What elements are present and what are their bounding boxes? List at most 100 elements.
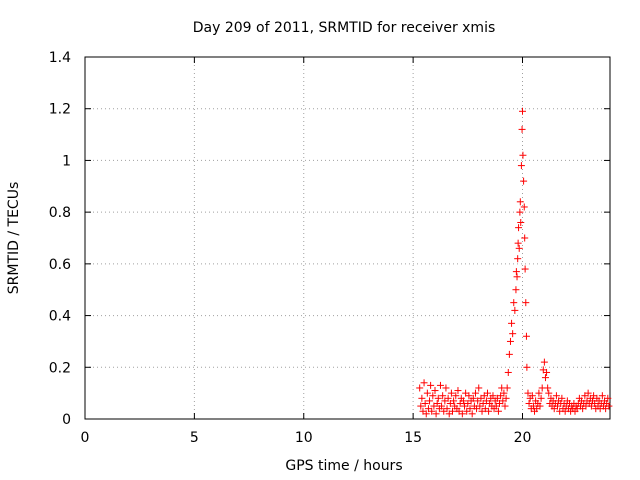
data-point [421,399,429,407]
data-point [444,394,452,402]
data-point [519,151,527,159]
data-point [512,286,520,294]
data-point [426,397,434,405]
data-point [520,177,528,185]
y-tick-label: 1 [62,153,71,169]
data-point [540,358,548,366]
y-tick-label: 1.2 [49,102,71,118]
data-point [516,208,524,216]
data-point [536,402,544,410]
data-point [528,392,536,400]
data-point [438,402,446,410]
data-point [458,410,466,418]
x-tick-label: 15 [404,430,422,446]
y-tick-label: 0.2 [49,360,71,376]
data-point [545,389,553,397]
data-point [454,387,462,395]
data-point [475,384,483,392]
data-point [516,198,524,206]
data-point [428,407,436,415]
data-point [452,392,460,400]
data-point [502,394,510,402]
data-point [418,394,426,402]
data-point [505,350,513,358]
x-tick-label: 0 [81,430,90,446]
data-point [537,394,545,402]
data-point [431,387,439,395]
x-tick-label: 5 [190,430,199,446]
data-point [429,392,437,400]
data-point [514,255,522,263]
data-point [469,394,477,402]
data-point [515,224,523,232]
data-point [420,379,428,387]
data-point [525,399,533,407]
data-point [422,410,430,418]
y-tick-label: 0.4 [49,309,71,325]
point-layer [416,107,613,418]
data-point [417,402,425,410]
data-point [558,394,566,402]
data-point [552,392,560,400]
data-point [471,389,479,397]
data-point [442,384,450,392]
data-point [501,402,509,410]
y-tick-label: 0 [62,412,71,428]
data-point [509,330,517,338]
plot-frame [84,56,611,420]
data-point [503,384,511,392]
data-point [416,384,424,392]
data-point [427,381,435,389]
tick-layer: 0 5 10 15 20 0 0.2 0.4 0.6 0.8 1 1.2 1.4 [49,50,610,446]
data-point [433,399,441,407]
data-point [517,218,525,226]
data-point [494,407,502,415]
data-point [432,410,440,418]
data-point [449,407,456,415]
data-point [522,332,530,340]
data-point [544,384,552,392]
data-point [514,239,522,247]
data-point [434,394,442,402]
data-point [436,381,444,389]
data-point [439,392,447,400]
data-point [508,319,516,327]
data-point [521,265,529,273]
y-tick-label: 0.6 [49,257,71,273]
data-point [447,389,455,397]
data-point [489,392,497,400]
data-point [506,337,514,345]
data-point [517,162,525,170]
data-point [511,306,519,314]
data-point [484,389,491,397]
grid-layer [85,57,610,419]
data-point [518,125,526,133]
data-point [468,410,476,418]
data-point [485,407,493,415]
x-tick-label: 20 [514,430,532,446]
data-point [523,363,531,371]
data-point [513,273,521,281]
data-point [504,368,512,376]
x-axis-label: GPS time / hours [285,458,402,474]
data-point [500,389,508,397]
chart-title: Day 209 of 2011, SRMTID for receiver xmi… [193,20,496,36]
data-point [584,389,592,397]
data-point [524,389,532,397]
data-point [543,368,551,376]
y-tick-label: 1.4 [49,50,71,66]
data-point [423,389,431,397]
data-point [522,299,530,307]
data-point [604,394,612,402]
y-axis-label: SRMTID / TECUs [6,182,22,295]
x-tick-label: 10 [295,430,313,446]
data-point [541,374,549,382]
data-point [520,203,528,211]
data-point [510,299,518,307]
data-point [466,405,474,413]
data-point [598,392,606,400]
data-point [450,397,458,405]
data-point [521,234,529,242]
